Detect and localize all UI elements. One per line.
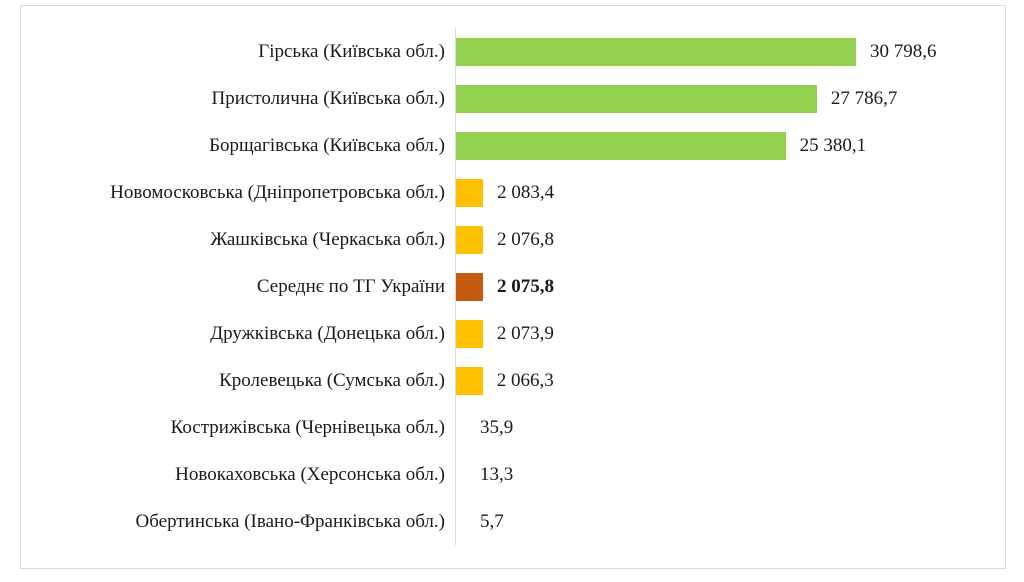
plot-cell: 2 076,8 [455,216,1005,263]
chart-frame: Гірська (Київська обл.) 30 798,6 Пристол… [20,5,1006,569]
category-label: Середнє по ТГ України [256,275,445,297]
bar [456,84,817,113]
bar [456,37,856,66]
value-label: 13,3 [480,463,514,485]
plot-cell: 5,7 [455,498,1005,545]
category-label: Борщагівська (Київська обл.) [209,134,445,156]
plot-cell: 2 073,9 [455,310,1005,357]
chart-row: Новомосковська (Дніпропетровська обл.) 2… [21,169,1005,216]
bar [456,178,484,207]
chart-row: Пристолична (Київська обл.) 27 786,7 [21,75,1005,122]
plot-cell: 30 798,6 [455,28,1005,75]
value-label: 2 066,3 [496,369,554,391]
value-label: 25 380,1 [799,134,867,156]
category-label: Кострижівська (Чернівецька обл.) [170,416,445,438]
category-label: Новомосковська (Дніпропетровська обл.) [110,181,445,203]
plot-cell: 2 075,8 [455,263,1005,310]
category-label: Гірська (Київська обл.) [258,40,445,62]
chart-row: Гірська (Київська обл.) 30 798,6 [21,28,1005,75]
value-label: 2 073,9 [496,322,554,344]
bar [456,225,483,254]
value-label: 35,9 [480,416,514,438]
value-label: 2 075,8 [497,275,554,297]
category-label: Жашківська (Черкаська обл.) [210,228,445,250]
chart-row: Кострижівська (Чернівецька обл.) 35,9 [21,404,1005,451]
category-label: Дружківська (Донецька обл.) [210,322,445,344]
value-label: 27 786,7 [830,87,898,109]
value-label: 30 798,6 [870,40,937,62]
bar-chart: Гірська (Київська обл.) 30 798,6 Пристол… [21,28,1005,545]
bar [456,366,483,395]
plot-cell: 27 786,7 [455,75,1005,122]
value-label: 2 083,4 [497,181,555,203]
chart-row: Середнє по ТГ України 2 075,8 [21,263,1005,310]
bar [456,272,483,301]
bar [456,319,483,348]
chart-row: Кролевецька (Сумська обл.) 2 066,3 [21,357,1005,404]
bar [456,131,786,160]
chart-row: Дружківська (Донецька обл.) 2 073,9 [21,310,1005,357]
category-label: Кролевецька (Сумська обл.) [219,369,445,391]
category-label: Обертинська (Івано-Франківська обл.) [135,510,445,532]
plot-cell: 2 066,3 [455,357,1005,404]
chart-row: Обертинська (Івано-Франківська обл.) 5,7 [21,498,1005,545]
category-label: Новокаховська (Херсонська обл.) [175,463,445,485]
plot-cell: 25 380,1 [455,122,1005,169]
plot-cell: 2 083,4 [455,169,1005,216]
category-label: Пристолична (Київська обл.) [211,87,445,109]
chart-row: Новокаховська (Херсонська обл.) 13,3 [21,451,1005,498]
plot-cell: 35,9 [455,404,1005,451]
chart-row: Жашківська (Черкаська обл.) 2 076,8 [21,216,1005,263]
value-label: 2 076,8 [497,228,554,250]
chart-row: Борщагівська (Київська обл.) 25 380,1 [21,122,1005,169]
value-label: 5,7 [480,510,504,532]
plot-cell: 13,3 [455,451,1005,498]
